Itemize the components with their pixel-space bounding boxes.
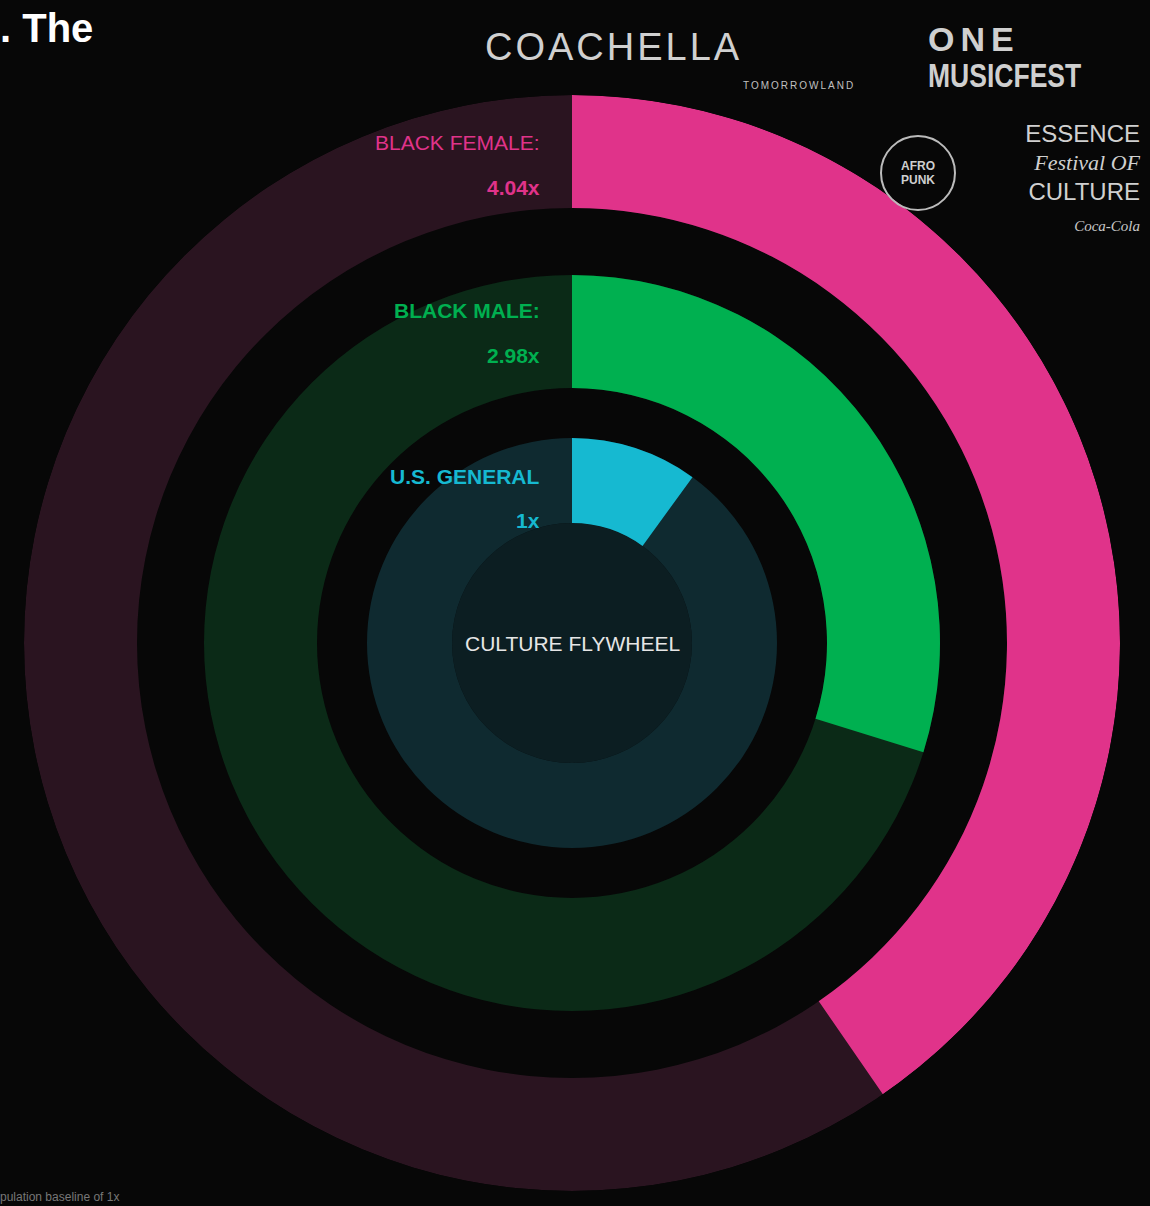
html-text:pulation baseline of 1x: pulation baseline of 1x — [0, 1190, 120, 1204]
html-text:CULTURE: CULTURE — [1028, 178, 1140, 205]
html-text:. The: . The — [0, 6, 94, 50]
html-text:AFRO PUNK: AFRO PUNK — [901, 159, 935, 187]
html-text:Festival OF: Festival OF — [1034, 150, 1140, 175]
svg-text:2.98x: 2.98x — [487, 344, 540, 367]
html-text:TOMORROWLAND: TOMORROWLAND — [743, 80, 856, 91]
svg-text:U.S. GENERAL: U.S. GENERAL — [390, 465, 540, 488]
html-text:COACHELLA: COACHELLA — [485, 26, 743, 68]
svg-text:1x: 1x — [516, 509, 540, 532]
html-text:Coca-Cola: Coca-Cola — [1074, 218, 1140, 234]
html-text:ONE: ONE — [928, 20, 1020, 58]
html-text:MUSICFEST: MUSICFEST — [928, 56, 1082, 94]
svg-text:CULTURE FLYWHEEL: CULTURE FLYWHEEL — [465, 632, 680, 655]
html-text:ESSENCE: ESSENCE — [1025, 120, 1140, 147]
svg-text:BLACK FEMALE:: BLACK FEMALE: — [375, 131, 540, 154]
svg-text:BLACK MALE:: BLACK MALE: — [394, 299, 540, 322]
svg-text:4.04x: 4.04x — [487, 176, 540, 199]
